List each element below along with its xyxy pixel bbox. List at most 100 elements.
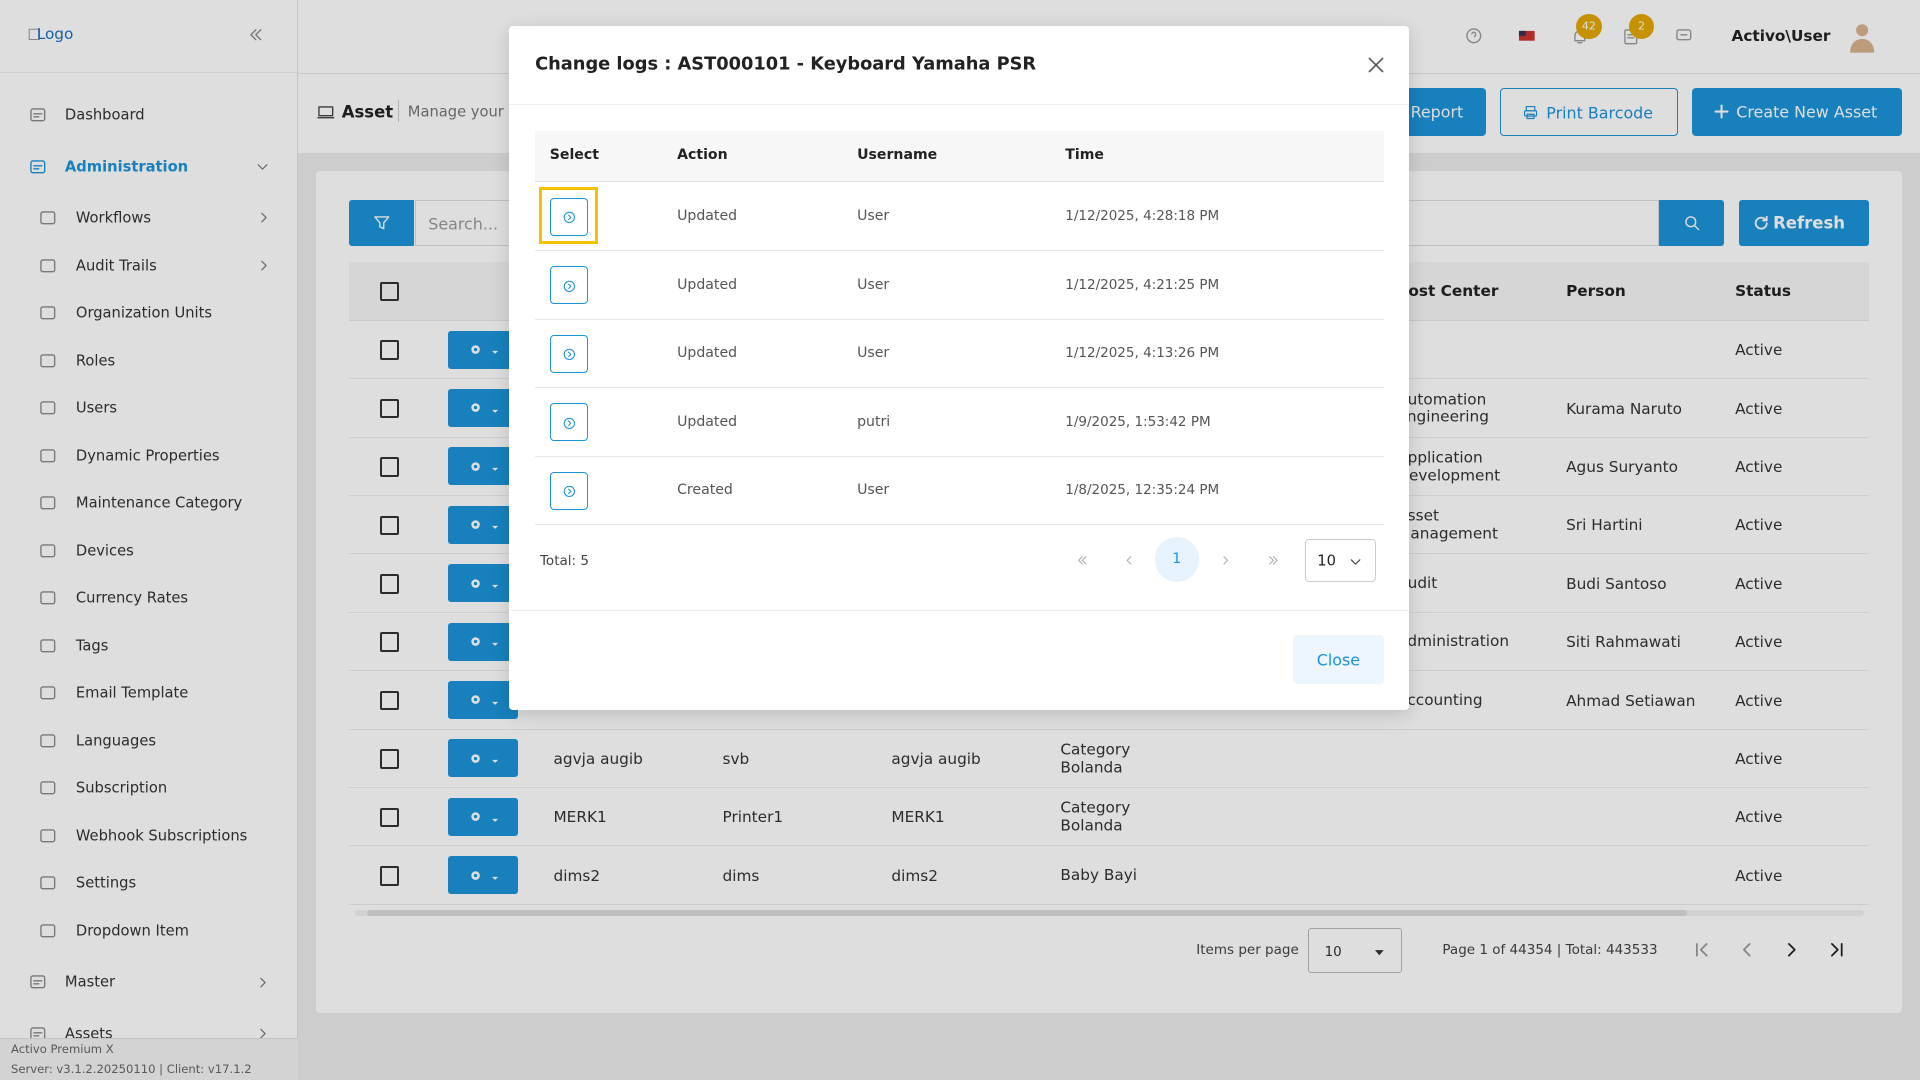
cell-status: Active [1735,808,1783,827]
modal-close-icon[interactable] [1365,54,1387,76]
cell-brand: dims2 [891,866,938,885]
submenu-item[interactable]: Email Template [75,684,189,702]
submenu-item[interactable]: Dynamic Properties [75,447,220,464]
gear-icon [467,458,484,475]
language-flag[interactable] [1517,26,1537,46]
menu-icon [28,972,48,992]
submenu-item[interactable]: Organization Units [75,304,213,322]
log-row: Updated User 1/12/2025, 4:28:18 PM [535,182,1384,251]
row-action-button[interactable] [448,447,518,486]
cell-person: Agus Suryanto [1566,457,1678,476]
submenu-icon-glyph [40,829,56,843]
row-checkbox[interactable] [379,515,400,536]
row-action-button[interactable] [448,797,518,836]
next-page-button[interactable] [1782,940,1802,960]
log-last-page[interactable] [1266,552,1281,567]
select-log-button[interactable] [549,403,588,442]
submenu-item[interactable]: Tags [75,637,109,655]
select-log-button[interactable] [549,334,588,373]
page-size-select[interactable]: 10 [1307,928,1402,974]
row-action-button[interactable] [448,739,518,778]
row-action-button[interactable] [448,564,518,603]
submenu-item[interactable]: Audit Trails [75,257,157,274]
cell-status: Active [1735,691,1783,710]
submenu-icon [38,731,58,751]
last-page-button[interactable] [1827,940,1847,960]
log-current-page[interactable]: 1 [1154,537,1199,582]
submenu-item[interactable]: Users [75,399,118,417]
log-prev-page[interactable] [1122,552,1137,567]
collapse-button[interactable] [246,25,266,45]
caret-icon [489,577,501,589]
row-action-button[interactable] [448,388,518,427]
scrollbar-thumb[interactable] [367,909,1688,916]
row-checkbox[interactable] [379,690,400,711]
row-action-button[interactable] [448,622,518,661]
select-log-button[interactable] [549,197,588,236]
row-checkbox[interactable] [379,457,400,477]
submenu-icon [38,588,58,608]
row-action-button[interactable] [448,856,518,895]
log-page-size-select[interactable]: 10 [1305,538,1377,582]
submenu-chevron-glyph [260,213,267,223]
menu-item[interactable]: Dashboard [64,106,145,124]
log-column-header: Select [549,147,599,164]
submenu-item[interactable]: Devices [75,542,134,559]
submenu-item[interactable]: Webhook Subscriptions [75,827,248,845]
print-barcode-button[interactable]: Print Barcode [1500,88,1678,136]
menu-chevron-glyph [259,977,266,987]
cell-code: agvja augib [553,749,643,768]
first-page-button[interactable] [1692,940,1712,960]
select-log-button[interactable] [549,266,588,305]
row-checkbox[interactable] [379,340,400,360]
search-button[interactable] [1659,199,1725,247]
submenu-item[interactable]: Roles [75,352,116,369]
menu-item[interactable]: Administration [64,158,189,175]
submenu-item[interactable]: Workflows [75,209,151,227]
submenu-item[interactable]: Currency Rates [75,589,189,607]
log-row: Updated User 1/12/2025, 4:13:26 PM [535,320,1384,389]
select-log-button[interactable] [549,471,588,510]
cell-name: dims [722,866,760,885]
submenu-item[interactable]: Settings [75,874,137,892]
avatar[interactable] [1845,20,1879,54]
cell-cost-center: Automation Engineering [1397,390,1489,426]
submenu-item[interactable]: Dropdown Item [75,922,189,940]
menu-item[interactable]: Master [64,973,116,991]
cell-status: Active [1735,341,1783,360]
submenu-item[interactable]: Languages [75,732,157,750]
prev-page-button[interactable] [1737,940,1757,960]
row-checkbox[interactable] [379,398,400,419]
row-action-button[interactable] [448,680,518,719]
help-icon[interactable] [1464,26,1484,46]
menu-item[interactable]: Assets [64,1025,113,1042]
log-first-page[interactable] [1075,552,1090,567]
row-checkbox[interactable] [379,807,400,828]
filter-button[interactable] [348,199,414,247]
row-checkbox[interactable] [379,866,400,886]
user-name[interactable]: Activo\User [1731,26,1831,45]
log-time: 1/12/2025, 4:28:18 PM [1065,208,1220,225]
submenu-chevron-glyph [260,260,267,271]
refresh-button[interactable]: Refresh [1738,199,1869,247]
filter-icon [372,213,392,233]
row-action-button[interactable] [448,330,518,369]
create-asset-button[interactable]: Create New Asset [1692,88,1902,136]
submenu-item[interactable]: Maintenance Category [75,494,243,512]
header-checkbox[interactable] [379,281,400,302]
modal-close-button[interactable]: Close [1293,635,1384,685]
select-icon-glyph [563,417,575,429]
change-log-modal: Change logs : AST000101 - Keyboard Yamah… [509,25,1410,711]
row-checkbox[interactable] [379,632,400,652]
submenu-icon [38,208,58,228]
printer-icon-glyph [1523,106,1537,120]
row-checkbox[interactable] [379,749,400,769]
log-row: Created User 1/8/2025, 12:35:24 PM [535,457,1384,526]
row-checkbox[interactable] [379,573,400,594]
chat-icon[interactable] [1674,26,1694,46]
submenu-item[interactable]: Subscription [75,779,168,797]
gear-icon [467,808,484,825]
submenu-icon-glyph [40,306,56,320]
row-action-button[interactable] [448,505,518,544]
log-next-page[interactable] [1218,552,1233,567]
